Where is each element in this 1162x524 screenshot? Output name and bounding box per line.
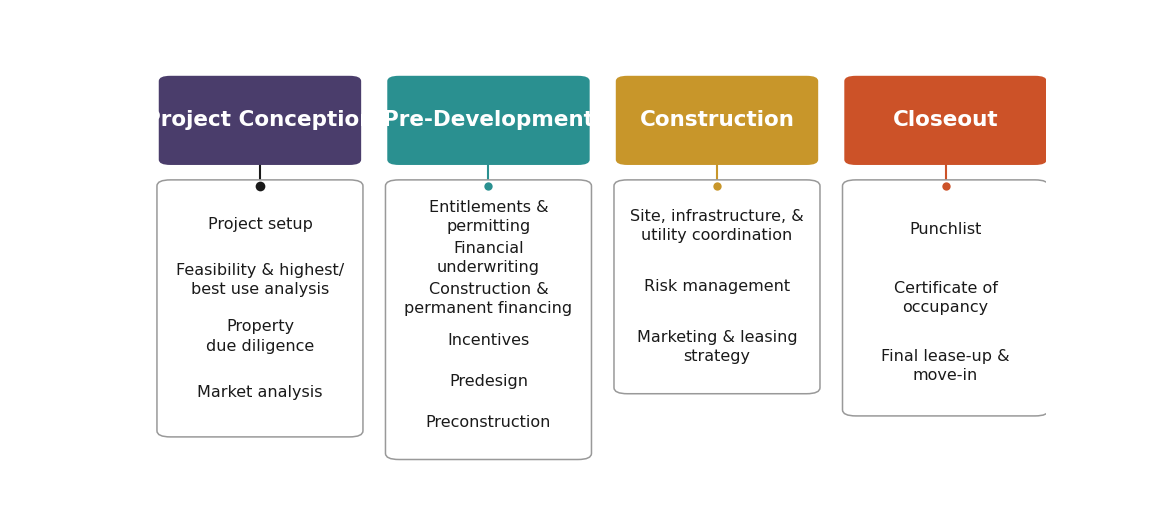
Text: Site, infrastructure, &
utility coordination: Site, infrastructure, & utility coordina… — [630, 209, 804, 243]
Text: Risk management: Risk management — [644, 279, 790, 294]
FancyBboxPatch shape — [845, 76, 1047, 165]
Text: Property
due diligence: Property due diligence — [206, 320, 314, 354]
Text: Incentives: Incentives — [447, 333, 530, 348]
Text: Construction &
permanent financing: Construction & permanent financing — [404, 282, 573, 316]
FancyBboxPatch shape — [159, 76, 361, 165]
FancyBboxPatch shape — [387, 76, 589, 165]
Text: Preconstruction: Preconstruction — [425, 415, 551, 430]
Text: Financial
underwriting: Financial underwriting — [437, 241, 540, 275]
FancyBboxPatch shape — [842, 180, 1048, 416]
Text: Market analysis: Market analysis — [198, 385, 323, 400]
Text: Marketing & leasing
strategy: Marketing & leasing strategy — [637, 330, 797, 364]
FancyBboxPatch shape — [157, 180, 363, 437]
FancyBboxPatch shape — [614, 180, 820, 394]
Text: Punchlist: Punchlist — [910, 223, 982, 237]
Text: Final lease-up &
move-in: Final lease-up & move-in — [881, 349, 1010, 383]
Text: Project Conception: Project Conception — [145, 111, 374, 130]
Text: Certificate of
occupancy: Certificate of occupancy — [894, 281, 997, 315]
FancyBboxPatch shape — [616, 76, 818, 165]
Text: Construction: Construction — [639, 111, 795, 130]
Text: Feasibility & highest/
best use analysis: Feasibility & highest/ best use analysis — [175, 263, 344, 298]
Text: Pre-Development: Pre-Development — [383, 111, 594, 130]
Text: Entitlements &
permitting: Entitlements & permitting — [429, 200, 548, 234]
Text: Closeout: Closeout — [892, 111, 998, 130]
Text: Project setup: Project setup — [208, 216, 313, 232]
Text: Predesign: Predesign — [449, 374, 528, 389]
FancyBboxPatch shape — [386, 180, 591, 460]
